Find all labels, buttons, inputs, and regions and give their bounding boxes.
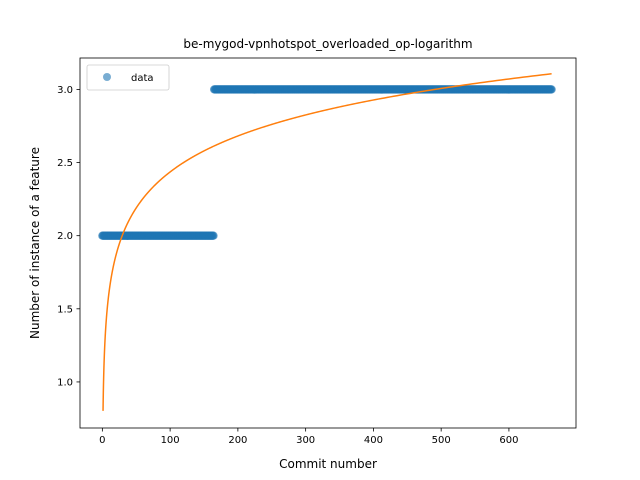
data-point xyxy=(209,231,218,240)
y-axis: 1.0 1.5 2.0 2.5 3.0 xyxy=(57,85,80,388)
chart-title: be-mygod-vpnhotspot_overloaded_op-logari… xyxy=(183,37,472,51)
x-tick-label: 300 xyxy=(296,435,315,446)
y-tick-label: 2.5 xyxy=(57,158,73,169)
x-tick-label: 200 xyxy=(228,435,247,446)
y-tick-label: 1.5 xyxy=(57,304,73,315)
legend-marker-data xyxy=(103,73,111,81)
plot-frame xyxy=(79,57,577,429)
x-axis-label: Commit number xyxy=(279,457,377,471)
y-axis-label: Number of instance of a feature xyxy=(28,147,42,339)
legend-box xyxy=(86,64,170,91)
series-layer xyxy=(98,73,556,411)
y-tick-label: 3.0 xyxy=(57,85,73,96)
legend: data xyxy=(86,64,170,91)
legend-label-data: data xyxy=(131,73,154,84)
data-point xyxy=(547,85,556,94)
x-tick-label: 500 xyxy=(432,435,451,446)
y-tick-label: 2.0 xyxy=(57,231,73,242)
x-tick-label: 100 xyxy=(161,435,180,446)
x-tick-label: 0 xyxy=(99,435,105,446)
x-tick-label: 400 xyxy=(364,435,383,446)
y-tick-label: 1.0 xyxy=(57,377,73,388)
fit-curve xyxy=(102,73,552,411)
x-tick-label: 600 xyxy=(499,435,518,446)
scatter-series-data xyxy=(98,85,556,240)
x-axis: 0 100 200 300 400 500 600 xyxy=(99,428,518,446)
